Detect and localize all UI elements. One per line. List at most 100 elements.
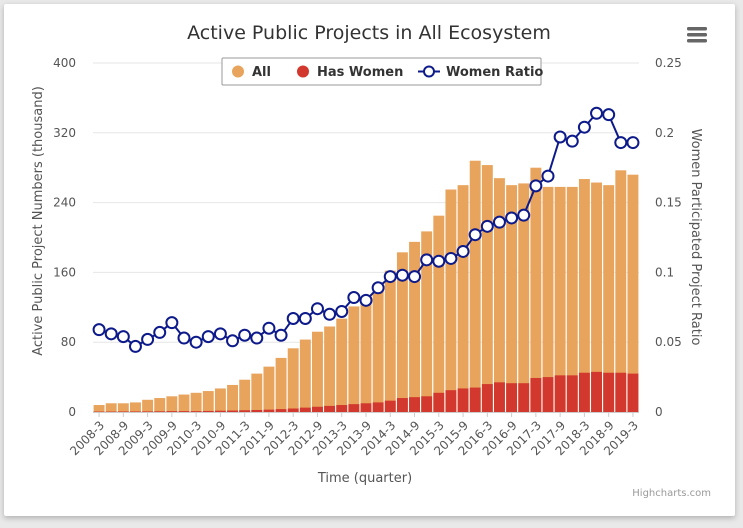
bar-has-women-2011-6[interactable] bbox=[251, 409, 263, 412]
bar-has-women-2014-6[interactable] bbox=[396, 398, 408, 412]
ratio-point-2014-3[interactable] bbox=[383, 270, 397, 284]
bar-all-2015-9[interactable] bbox=[457, 185, 469, 412]
bar-has-women-2011-3[interactable] bbox=[239, 410, 251, 412]
bar-all-2008-9[interactable] bbox=[117, 403, 129, 412]
bar-has-women-2009-9[interactable] bbox=[166, 411, 178, 412]
ratio-point-2009-6[interactable] bbox=[153, 325, 167, 339]
bar-has-women-2016-9[interactable] bbox=[506, 383, 518, 412]
bar-has-women-2008-12[interactable] bbox=[130, 411, 141, 412]
bar-all-2014-9[interactable] bbox=[409, 241, 420, 412]
bar-all-2010-12[interactable] bbox=[227, 384, 238, 412]
bar-has-women-2015-6[interactable] bbox=[445, 390, 457, 412]
bar-all-2015-6[interactable] bbox=[445, 189, 457, 412]
bar-all-2008-3[interactable] bbox=[93, 405, 105, 412]
bar-all-2016-12[interactable] bbox=[518, 183, 530, 412]
bar-all-2014-3[interactable] bbox=[384, 270, 396, 412]
ratio-point-2014-9[interactable] bbox=[408, 270, 422, 284]
bar-has-women-2010-6[interactable] bbox=[202, 410, 214, 412]
ratio-point-2013-3[interactable] bbox=[335, 304, 349, 318]
ratio-point-2017-9[interactable] bbox=[553, 130, 567, 144]
bar-all-2010-3[interactable] bbox=[190, 392, 202, 412]
ratio-point-2012-9[interactable] bbox=[310, 302, 324, 316]
ratio-point-2018-9[interactable] bbox=[602, 108, 616, 122]
ratio-point-2016-6[interactable] bbox=[492, 215, 506, 229]
legend-item-has-women[interactable]: Has Women bbox=[297, 65, 403, 80]
bar-all-2011-3[interactable] bbox=[239, 379, 251, 412]
bar-has-women-2011-12[interactable] bbox=[275, 409, 287, 412]
bar-all-2018-12[interactable] bbox=[615, 170, 627, 412]
bar-has-women-2012-9[interactable] bbox=[312, 406, 323, 412]
ratio-point-2010-3[interactable] bbox=[189, 335, 203, 349]
bar-all-2008-12[interactable] bbox=[130, 402, 141, 412]
bar-has-women-2012-3[interactable] bbox=[287, 408, 299, 412]
bar-all-2013-9[interactable] bbox=[360, 297, 372, 412]
ratio-point-2011-3[interactable] bbox=[238, 328, 252, 342]
ratio-point-2009-9[interactable] bbox=[165, 316, 179, 330]
chart-menu-button[interactable] bbox=[685, 25, 709, 45]
bar-has-women-2014-9[interactable] bbox=[409, 397, 420, 412]
ratio-point-2018-6[interactable] bbox=[590, 106, 604, 120]
bar-has-women-2011-9[interactable] bbox=[263, 409, 275, 412]
bar-has-women-2018-6[interactable] bbox=[591, 371, 602, 412]
bar-has-women-2010-12[interactable] bbox=[227, 410, 238, 412]
bar-all-2015-12[interactable] bbox=[469, 160, 481, 412]
bar-has-women-2013-12[interactable] bbox=[372, 402, 384, 412]
ratio-point-2011-9[interactable] bbox=[262, 321, 276, 335]
bar-all-2017-9[interactable] bbox=[554, 186, 566, 412]
ratio-point-2010-12[interactable] bbox=[226, 334, 240, 348]
bar-has-women-2015-9[interactable] bbox=[457, 388, 469, 412]
bar-has-women-2010-3[interactable] bbox=[190, 411, 202, 412]
bar-has-women-2017-3[interactable] bbox=[530, 377, 542, 412]
ratio-point-2013-6[interactable] bbox=[347, 291, 361, 305]
ratio-point-2010-6[interactable] bbox=[201, 330, 215, 344]
bar-all-2014-6[interactable] bbox=[396, 252, 408, 412]
ratio-point-2018-3[interactable] bbox=[577, 120, 591, 134]
ratio-point-2017-3[interactable] bbox=[529, 179, 543, 193]
ratio-point-2016-9[interactable] bbox=[505, 211, 519, 225]
bar-has-women-2013-6[interactable] bbox=[348, 404, 360, 412]
bar-all-2009-9[interactable] bbox=[166, 396, 178, 412]
bar-all-2008-6[interactable] bbox=[105, 403, 117, 412]
bar-all-2016-9[interactable] bbox=[506, 185, 518, 412]
ratio-point-2015-9[interactable] bbox=[456, 244, 470, 258]
bar-has-women-2015-3[interactable] bbox=[433, 392, 445, 412]
ratio-point-2017-6[interactable] bbox=[541, 169, 555, 183]
ratio-point-2012-3[interactable] bbox=[286, 311, 300, 325]
bar-all-2018-3[interactable] bbox=[578, 179, 590, 412]
bar-all-2009-3[interactable] bbox=[142, 399, 154, 412]
bar-all-2019-3[interactable] bbox=[627, 174, 639, 412]
bar-all-2017-3[interactable] bbox=[530, 167, 542, 412]
bar-has-women-2016-12[interactable] bbox=[518, 383, 530, 412]
bar-all-2012-12[interactable] bbox=[324, 326, 336, 412]
legend-item-women-ratio[interactable]: Women Ratio bbox=[418, 65, 543, 80]
ratio-point-2015-12[interactable] bbox=[468, 228, 482, 242]
bar-has-women-2018-12[interactable] bbox=[615, 372, 627, 412]
ratio-point-2016-12[interactable] bbox=[517, 208, 531, 222]
bar-has-women-2017-12[interactable] bbox=[566, 375, 578, 412]
ratio-point-2009-12[interactable] bbox=[177, 331, 191, 345]
bar-all-2015-3[interactable] bbox=[433, 215, 445, 412]
bar-all-2012-9[interactable] bbox=[312, 331, 323, 412]
bar-all-2011-9[interactable] bbox=[263, 366, 275, 412]
bar-all-2010-6[interactable] bbox=[202, 391, 214, 412]
ratio-point-2008-9[interactable] bbox=[116, 330, 130, 344]
bar-has-women-2017-6[interactable] bbox=[542, 377, 554, 412]
bar-has-women-2018-9[interactable] bbox=[603, 372, 615, 412]
bar-has-women-2018-3[interactable] bbox=[578, 372, 590, 412]
bar-has-women-2017-9[interactable] bbox=[554, 375, 566, 412]
bar-has-women-2010-9[interactable] bbox=[214, 410, 226, 412]
bar-has-women-2013-3[interactable] bbox=[336, 405, 348, 412]
bar-has-women-2013-9[interactable] bbox=[360, 403, 372, 412]
ratio-point-2015-6[interactable] bbox=[444, 251, 458, 265]
bar-all-2018-6[interactable] bbox=[591, 182, 602, 412]
bar-has-women-2014-12[interactable] bbox=[421, 396, 433, 412]
bar-has-women-2009-12[interactable] bbox=[178, 411, 190, 412]
bar-all-2013-3[interactable] bbox=[336, 318, 348, 412]
bar-has-women-2012-12[interactable] bbox=[324, 405, 336, 412]
bar-all-2009-6[interactable] bbox=[154, 398, 166, 412]
bar-all-2011-6[interactable] bbox=[251, 373, 263, 412]
legend-item-all[interactable]: All bbox=[232, 65, 271, 80]
ratio-point-2011-6[interactable] bbox=[250, 331, 264, 345]
ratio-point-2012-12[interactable] bbox=[323, 307, 337, 321]
bar-has-women-2016-6[interactable] bbox=[494, 382, 505, 412]
